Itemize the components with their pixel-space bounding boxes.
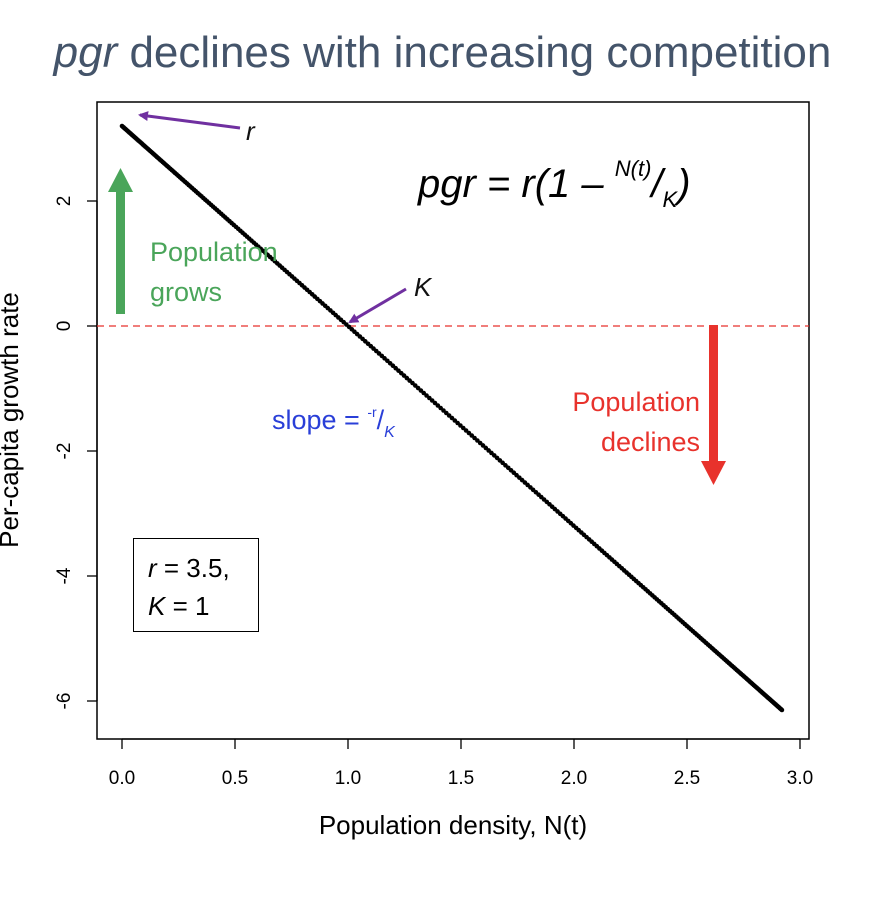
x-tick-label: 2.5	[674, 768, 700, 789]
formula-slash: /	[651, 162, 663, 206]
population-declines-label: Population declines	[548, 382, 700, 462]
grows-arrow-shaft	[116, 190, 125, 314]
formula-lhs: pgr = r(1 –	[418, 162, 615, 206]
param-r-value: = 3.5,	[156, 553, 230, 583]
x-tick-label: 3.0	[787, 768, 813, 789]
param-r-symbol: r	[148, 553, 157, 583]
declines-line-1: Population	[572, 387, 700, 417]
formula-close: )	[677, 162, 691, 206]
declines-arrow-head	[701, 461, 726, 485]
data-points	[119, 123, 785, 713]
slope-slash: /	[376, 405, 385, 435]
title-rest: declines with increasing competition	[129, 28, 832, 77]
x-tick-label: 0.0	[109, 768, 135, 789]
K-annotation: K	[414, 272, 432, 302]
slope-prefix: slope =	[272, 405, 368, 435]
y-tick-label: -6	[54, 693, 75, 710]
formula-numerator: N(t)	[614, 156, 652, 181]
y-tick-label: 0	[54, 321, 75, 332]
grows-arrow-head	[108, 168, 133, 192]
declines-line-2: declines	[600, 427, 700, 457]
population-grows-label: Population grows	[150, 232, 278, 312]
y-axis: -6 -4 -2 0 2	[54, 196, 98, 710]
x-tick-label: 0.5	[222, 768, 248, 789]
r-annotation: r	[246, 116, 255, 146]
K-pointer-arrow	[348, 287, 407, 324]
x-axis-label: Population density, N(t)	[319, 810, 587, 840]
x-tick-label: 1.5	[448, 768, 474, 789]
slope-denominator: K	[384, 424, 395, 441]
data-point	[779, 707, 785, 713]
y-axis-label: Per-capita growth rate	[0, 292, 24, 548]
param-K-value: = 1	[165, 591, 210, 621]
parameter-box: r = 3.5, K = 1	[133, 538, 259, 632]
x-tick-label: 2.0	[561, 768, 587, 789]
grows-line-2: grows	[150, 277, 223, 307]
page-title: pgr declines with increasing competition	[0, 28, 885, 78]
declines-arrow-shaft	[709, 325, 718, 463]
y-tick-label: 2	[54, 196, 75, 207]
slope-annotation: slope = -r/K	[272, 404, 395, 442]
param-K-line: K = 1	[148, 587, 258, 625]
title-italic-part: pgr	[53, 28, 118, 77]
y-tick-label: -4	[54, 567, 75, 584]
param-r-line: r = 3.5,	[148, 549, 258, 587]
grows-line-1: Population	[150, 237, 278, 267]
y-tick-label: -2	[54, 443, 75, 460]
formula-denominator: K	[662, 187, 678, 212]
param-K-symbol: K	[148, 591, 166, 621]
x-tick-label: 1.0	[335, 768, 361, 789]
x-axis: 0.0 0.5 1.0 1.5 2.0 2.5 3.0	[109, 738, 813, 789]
slope-numerator: -r	[367, 404, 377, 420]
pgr-formula: pgr = r(1 – N(t)/K)	[418, 156, 691, 213]
r-pointer-arrow	[138, 111, 241, 130]
